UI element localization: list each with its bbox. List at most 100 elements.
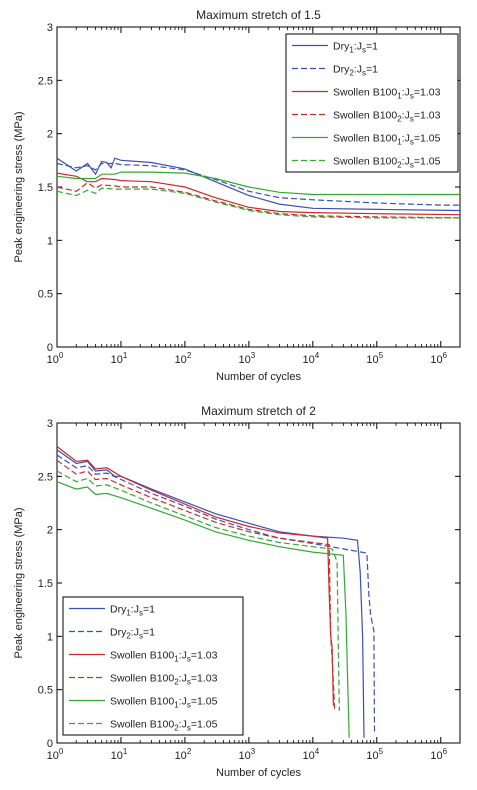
y-tick-label: 1 [47, 631, 53, 643]
series-line-5 [56, 481, 350, 738]
x-tick-base: 10 [239, 750, 251, 762]
x-tick-label: 106 [430, 747, 447, 762]
x-tick-exp: 3 [251, 351, 256, 360]
legend-name: Swollen B100 [333, 110, 397, 122]
x-tick-exp: 1 [123, 747, 128, 756]
x-tick-label: 105 [366, 351, 383, 366]
legend-post: =1.05 [414, 133, 441, 145]
legend-box [62, 596, 244, 736]
legend-sub: 2 [397, 115, 402, 124]
x-tick-label: 102 [175, 747, 192, 762]
legend-sub: s [410, 92, 414, 101]
legend-sub: s [362, 46, 366, 55]
x-tick-label: 105 [366, 747, 383, 762]
legend-post: =1.05 [191, 696, 218, 708]
legend-name: Swollen B100 [110, 696, 174, 708]
legend-sub: 1 [126, 609, 131, 618]
legend-entry: Swollen B1002:Js=1.03 [333, 110, 441, 124]
y-tick-label: 3 [47, 418, 53, 430]
y-tick-label: 3 [47, 22, 53, 34]
legend-mid: :J [402, 156, 410, 168]
legend-mid: :J [179, 719, 187, 731]
legend-sub: 1 [174, 701, 179, 710]
x-tick-exp: 6 [443, 747, 448, 756]
x-axis-label: Number of cycles [216, 767, 301, 779]
x-tick-base: 10 [430, 750, 442, 762]
x-tick-exp: 0 [59, 747, 64, 756]
legend-post: =1.03 [414, 87, 441, 99]
x-tick-label: 100 [47, 747, 64, 762]
y-tick-label: 0.5 [38, 289, 53, 301]
x-tick-exp: 1 [123, 351, 128, 360]
legend-mid: :J [402, 110, 410, 122]
y-tick-label: 2 [47, 129, 53, 141]
y-axis-label: Peak engineering stress (MPa) [13, 111, 25, 262]
legend-sub: s [187, 678, 191, 687]
series-line-6 [56, 470, 340, 712]
y-tick-label: 0 [47, 342, 53, 354]
legend-entry: Swollen B1001:Js=1.03 [110, 650, 218, 664]
x-tick-label: 102 [175, 351, 192, 366]
legend-entry: Dry2:Js=1 [110, 627, 155, 641]
legend-sub: 2 [126, 632, 131, 641]
legend-name: Dry [333, 41, 350, 53]
x-tick-label: 101 [111, 351, 128, 366]
x-tick-exp: 4 [315, 351, 320, 360]
y-tick-label: 0 [47, 738, 53, 750]
y-tick-label: 1.5 [38, 578, 53, 590]
legend-sub: s [187, 724, 191, 733]
legend-post: =1.05 [414, 156, 441, 168]
series-line-2 [56, 454, 376, 733]
legend-sub: 2 [349, 69, 354, 78]
legend-post: =1.03 [191, 650, 218, 662]
legend-sub: 1 [397, 92, 402, 101]
legend-post: =1.03 [414, 110, 441, 122]
legend-mid: :J [179, 650, 187, 662]
x-tick-label: 103 [239, 747, 256, 762]
legend-sub: s [139, 609, 143, 618]
legend-name: Dry [333, 64, 350, 76]
legend-name: Dry [110, 627, 127, 639]
legend-mid: :J [179, 696, 187, 708]
x-tick-exp: 0 [59, 351, 64, 360]
x-tick-exp: 2 [187, 747, 192, 756]
legend-entry: Dry2:Js=1 [333, 64, 378, 78]
series-line-4 [56, 459, 336, 712]
legend-sub: 1 [397, 138, 402, 147]
x-tick-base: 10 [111, 354, 123, 366]
legend-mid: :J [179, 673, 187, 685]
legend-sub: 2 [397, 161, 402, 170]
y-tick-label: 1.5 [38, 182, 53, 194]
x-tick-base: 10 [175, 750, 187, 762]
legend-post: =1 [143, 627, 155, 639]
x-tick-label: 103 [239, 351, 256, 366]
legend-mid: :J [131, 604, 139, 616]
legend-sub: 2 [174, 724, 179, 733]
x-tick-base: 10 [366, 750, 378, 762]
x-tick-base: 10 [47, 750, 59, 762]
series-line-3 [56, 172, 461, 216]
y-tick-label: 0.5 [38, 685, 53, 697]
legend-name: Swollen B100 [333, 156, 397, 168]
legend-mid: :J [354, 64, 362, 76]
legend-entry: Swollen B1001:Js=1.05 [110, 696, 218, 710]
y-tick-label: 2.5 [38, 471, 53, 483]
chart-title: Maximum stretch of 2 [201, 404, 316, 418]
legend-entry: Swollen B1002:Js=1.05 [110, 719, 218, 733]
y-tick-label: 2.5 [38, 75, 53, 87]
legend-sub: s [362, 69, 366, 78]
x-tick-base: 10 [366, 354, 378, 366]
legend-entry: Swollen B1002:Js=1.03 [110, 673, 218, 687]
y-tick-label: 1 [47, 235, 53, 247]
legend-sub: s [410, 161, 414, 170]
x-tick-base: 10 [175, 354, 187, 366]
x-tick-label: 104 [302, 747, 319, 762]
x-tick-label: 104 [302, 351, 319, 366]
legend-name: Swollen B100 [110, 719, 174, 731]
x-axis-label: Number of cycles [216, 371, 301, 383]
legend-mid: :J [131, 627, 139, 639]
